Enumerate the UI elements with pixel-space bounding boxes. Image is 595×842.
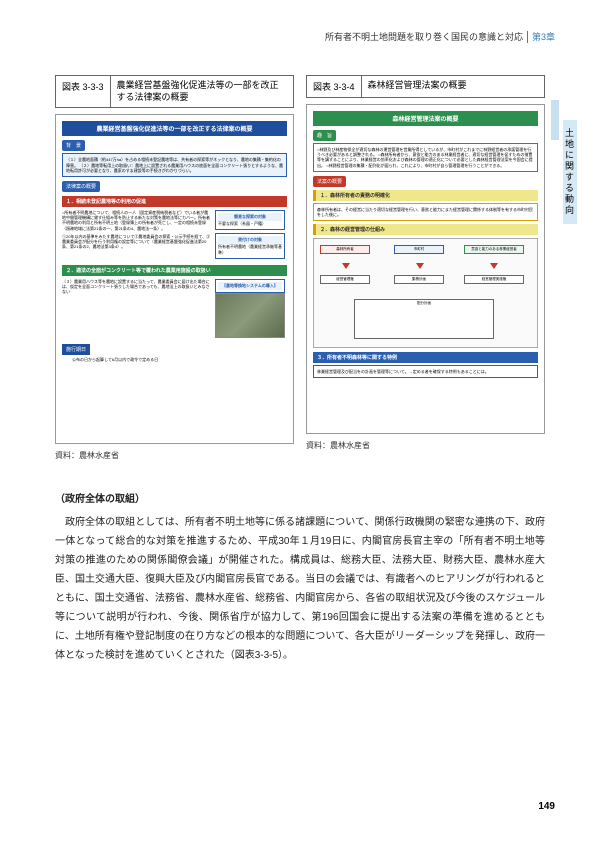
header-title: 所有者不明土地問題を取り巻く国民の意識と対応 — [325, 30, 523, 43]
mini-header: 簡易な探索の対象 — [218, 213, 282, 221]
mini-col: 簡易な探索の対象 不要な探索（系図・戸籍） 貸付けの対象 所有者不明農地（農業経… — [215, 210, 287, 259]
arrow-icon — [342, 263, 350, 269]
section-label: 背 景 — [62, 140, 85, 151]
yellow-heading: ２．森林の経営管理の仕組み — [313, 224, 538, 235]
page-header: 所有者不明土地問題を取り巻く国民の意識と対応 第3章 — [325, 30, 555, 43]
side-tab: 土地に関する動向 — [563, 120, 577, 224]
para: ①20年以内の基準をみたす農地について②農地委員会の探索・公示手続を経て、③農業… — [62, 234, 211, 250]
figures-row: 図表 3-3-3 農業経営基盤強化促進法等の一部を改正する法律案の概要 農業経営… — [55, 75, 545, 461]
side-tab-accent — [551, 100, 559, 140]
fig-body: 農業経営基盤強化促進法等の一部を改正する法律案の概要 背 景 （１）全農地面積（… — [55, 114, 294, 444]
text-block: （３）農業用ハウス等を農地に設置するに当たって、農業委員会に届け出た場合には、仮… — [62, 279, 211, 338]
blue-heading: ３．所有者不明森林等に関する特例 — [313, 352, 538, 363]
fig-number: 図表 3-3-4 — [307, 76, 362, 97]
blue-box: 林業経営管理及び配当をの計画を管理等について。→定める者を確保する特例もあること… — [313, 365, 538, 378]
arrow-icon — [490, 263, 498, 269]
mini-box: 貸付けの対象 所有者不明農地（農業経営承継等基準） — [215, 233, 285, 259]
fig-number: 図表 3-3-3 — [56, 76, 111, 107]
mini-col: 【農地等換地システムの導入】 — [215, 279, 287, 338]
banner: 森林経営管理法案の概要 — [313, 111, 538, 126]
fig-title-text: 農業経営基盤強化促進法等の一部を改正する法律案の概要 — [111, 76, 293, 107]
main-text: （政府全体の取組） 政府全体の取組としては、所有者不明土地等に係る諸課題について… — [55, 490, 545, 665]
diagram-node: 経営管理権 — [320, 275, 370, 284]
green-heading: ２．適法の全面がコンクリート等で覆われた農業用施設の取扱い — [62, 265, 287, 276]
header-chapter: 第3章 — [532, 30, 555, 43]
intent-box: ○林野及び林産物保全が適切な森林の運営管理を営業所得としているが、市町村がこれま… — [313, 143, 538, 172]
mini-text: 不要な探索（系図・戸籍） — [218, 221, 282, 227]
content-row: ○所有者不明農地について、相続人の一人（固定資産税納税者など）でいる者が農地中間… — [62, 210, 287, 259]
diagram-node: 市町村 — [394, 245, 444, 254]
date-label: 施行期日 — [62, 344, 90, 355]
fig-title-box: 図表 3-3-3 農業経営基盤強化促進法等の一部を改正する法律案の概要 — [55, 75, 294, 108]
body-paragraph: 政府全体の取組としては、所有者不明土地等に係る諸課題について、関係行政機関の緊密… — [55, 513, 545, 665]
flow-diagram: 森林所有者 市町村 意欲と能力のある林業経営者 経営管理権 集積計画 経営管理実… — [313, 238, 538, 348]
content-row: （３）農業用ハウス等を農地に設置するに当たって、農業委員会に届け出た場合には、仮… — [62, 279, 287, 338]
red-heading: １．相続未登記農地等の利用の促進 — [62, 196, 287, 207]
mini-header: 【農地等換地システムの導入】 — [218, 282, 282, 290]
background-box: （１）全農地面積（約447万ha）を占める相続未登記農地等は、共有者の探索等がネ… — [62, 153, 287, 177]
figure-3-3-3: 図表 3-3-3 農業経営基盤強化促進法等の一部を改正する法律案の概要 農業経営… — [55, 75, 294, 461]
figure-3-3-4: 図表 3-3-4 森林経営管理法案の概要 森林経営管理法案の概要 趣 旨 ○林野… — [306, 75, 545, 461]
figure-credit: 資料：農林水産省 — [55, 450, 294, 461]
diagram-node: 森林所有者 — [320, 245, 370, 254]
yellow-heading: １．森林所有者の責務の明確化 — [313, 190, 538, 201]
arrow-icon — [416, 263, 424, 269]
photo-placeholder — [215, 293, 285, 338]
yellow-box: 森林所有者は、その経営に当たり適切な経営管理を行い、意欲と能力にまた経営管理に関… — [313, 203, 538, 221]
section-label: 趣 旨 — [313, 130, 336, 141]
header-divider — [527, 31, 528, 43]
diagram-node: 配分計画 — [354, 299, 494, 339]
para: ○所有者不明農地について、相続人の一人（固定資産税納税者など）でいる者が農地中間… — [62, 210, 211, 231]
diagram-node: 集積計画 — [394, 275, 444, 284]
fig-title-box: 図表 3-3-4 森林経営管理法案の概要 — [306, 75, 545, 98]
banner: 農業経営基盤強化促進法等の一部を改正する法律案の概要 — [62, 121, 287, 136]
diagram-node: 意欲と能力のある林業経営者 — [464, 245, 524, 254]
page-number: 149 — [538, 801, 555, 812]
fig-body: 森林経営管理法案の概要 趣 旨 ○林野及び林産物保全が適切な森林の運営管理を営業… — [306, 104, 545, 434]
section-label: 法案の概要 — [313, 176, 346, 187]
fig-title-text: 森林経営管理法案の概要 — [362, 76, 473, 97]
diagram-node: 経営管理実施権 — [464, 275, 524, 284]
mini-box: 【農地等換地システムの導入】 — [215, 279, 285, 293]
text-block: ○所有者不明農地について、相続人の一人（固定資産税納税者など）でいる者が農地中間… — [62, 210, 211, 259]
figure-credit: 資料：農林水産省 — [306, 440, 545, 451]
section-heading: （政府全体の取組） — [55, 490, 545, 509]
date-text: 公布の日から起算して6月以内で政令で定める日 — [72, 357, 287, 363]
mini-text: 所有者不明農地（農業経営承継等基準） — [218, 244, 282, 256]
mini-box: 簡易な探索の対象 不要な探索（系図・戸籍） — [215, 210, 285, 230]
mini-header: 貸付けの対象 — [218, 236, 282, 244]
section-label: 法律案の概要 — [62, 181, 100, 192]
